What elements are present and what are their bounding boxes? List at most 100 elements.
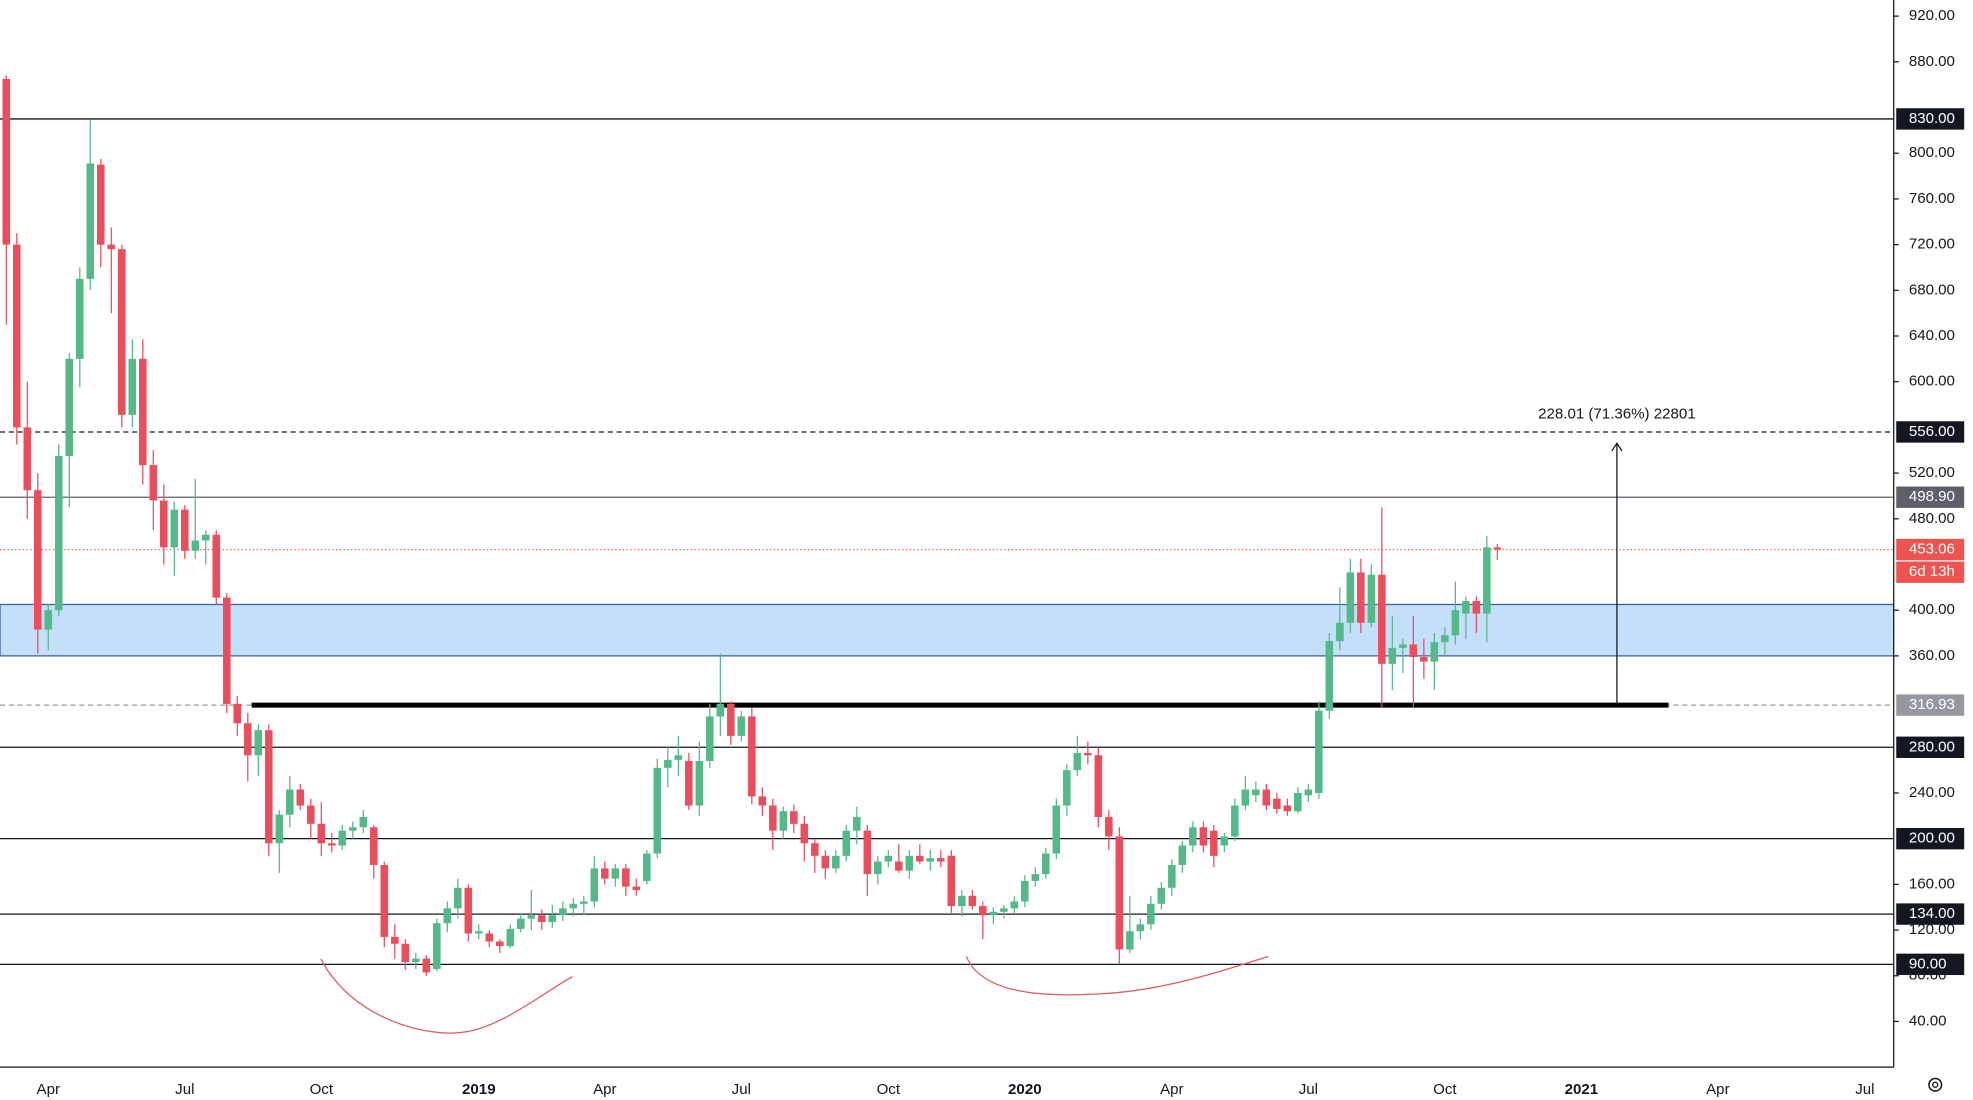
candle-body — [884, 855, 893, 862]
candle-body — [338, 830, 347, 846]
candle-body — [538, 915, 546, 923]
candle-body — [160, 500, 168, 548]
candle-body — [1021, 880, 1029, 902]
candle-body — [895, 861, 903, 871]
x-tick-label: Oct — [1433, 1081, 1457, 1098]
time-axis-bg — [0, 1067, 1973, 1100]
candle-body — [842, 830, 851, 856]
candle-body — [76, 278, 84, 359]
level-label: 498.90 — [1909, 488, 1955, 505]
candle-body — [1357, 572, 1365, 623]
candle-layer — [2, 75, 1502, 976]
candle-body — [97, 164, 105, 245]
candle-body — [674, 755, 683, 760]
zone-layer — [0, 603, 1895, 657]
candle-body — [191, 540, 200, 551]
candle-body — [412, 958, 420, 963]
candle-body — [569, 903, 578, 909]
y-tick-label: 40.00 — [1909, 1012, 1947, 1029]
level-label-bg — [1896, 421, 1965, 443]
candle-body — [286, 789, 294, 815]
candle-body — [905, 855, 914, 871]
x-tick-label: 2020 — [1008, 1081, 1042, 1098]
last-price-bg — [1896, 538, 1965, 561]
settings-button[interactable] — [1928, 1077, 1943, 1092]
candle-body — [1042, 853, 1050, 875]
candle-body — [1483, 547, 1491, 614]
level-label: 134.00 — [1909, 905, 1955, 922]
y-tick-label: 240.00 — [1909, 784, 1955, 801]
candle-body — [821, 855, 830, 869]
candle-body — [1031, 874, 1040, 881]
candle-body — [1147, 903, 1155, 925]
candle-body — [181, 509, 189, 551]
candle-body — [1378, 574, 1386, 664]
candle-body — [485, 933, 494, 942]
candle-body — [328, 843, 336, 846]
candle-body — [1367, 574, 1376, 623]
candle-body — [254, 730, 263, 756]
candle-body — [1052, 805, 1061, 854]
candle-body — [44, 610, 53, 630]
level-layer — [0, 118, 1894, 965]
candle-body — [307, 805, 315, 824]
pattern-curve — [965, 955, 1269, 996]
candle-body — [359, 816, 368, 828]
x-tick-label: Apr — [593, 1081, 616, 1098]
candle-body — [653, 767, 662, 854]
level-label: 90.00 — [1909, 955, 1947, 972]
candle-body — [916, 855, 924, 862]
x-tick-label: Jul — [732, 1081, 751, 1098]
candle-body — [443, 908, 452, 924]
candle-body — [1073, 752, 1082, 771]
x-tick-label: Apr — [1706, 1081, 1729, 1098]
candle-body — [632, 886, 641, 891]
candle-body — [527, 915, 536, 919]
candle-body — [863, 830, 872, 875]
candle-body — [1084, 752, 1092, 756]
y-tick-label: 480.00 — [1909, 510, 1955, 527]
level-label-bg — [1896, 827, 1965, 850]
candle-body — [968, 895, 977, 907]
candle-body — [1063, 770, 1071, 806]
level-label: 316.93 — [1909, 696, 1955, 713]
candle-body — [1105, 816, 1113, 837]
candle-body — [1126, 931, 1134, 950]
candle-body — [706, 716, 714, 761]
candle-body — [1241, 789, 1250, 806]
candle-body — [1346, 572, 1355, 623]
candle-body — [727, 703, 735, 736]
candle-body — [926, 858, 935, 862]
candle-body — [128, 358, 137, 415]
candle-body — [979, 906, 987, 916]
candle-body — [1420, 657, 1428, 662]
y-tick-label: 520.00 — [1909, 464, 1955, 481]
candle-body — [1262, 789, 1271, 806]
candle-body — [1451, 610, 1460, 636]
candle-body — [244, 723, 252, 756]
candle-body — [622, 868, 630, 887]
axis-layer: 40.0080.00120.00160.00240.00360.00400.00… — [37, 7, 1965, 1098]
candle-body — [391, 936, 399, 944]
level-label-bg — [1896, 736, 1965, 758]
last-price-label: 453.06 — [1909, 541, 1955, 558]
y-tick-label: 360.00 — [1909, 647, 1955, 664]
candle-body — [716, 703, 725, 717]
settings-icon — [1932, 1081, 1939, 1088]
candle-body — [853, 816, 861, 831]
level-label: 200.00 — [1909, 830, 1955, 847]
y-tick-label: 120.00 — [1909, 921, 1955, 938]
y-tick-label: 760.00 — [1909, 190, 1955, 207]
candle-body — [811, 843, 819, 856]
candle-body — [475, 931, 483, 934]
candle-body — [296, 789, 305, 806]
candle-body — [86, 163, 95, 279]
candle-body — [118, 249, 126, 415]
x-tick-label: Apr — [37, 1081, 60, 1098]
x-tick-label: Jul — [175, 1081, 194, 1098]
candle-body — [1000, 908, 1008, 912]
candle-body — [580, 901, 588, 904]
level-label: 280.00 — [1909, 738, 1955, 755]
candle-body — [1178, 845, 1187, 865]
